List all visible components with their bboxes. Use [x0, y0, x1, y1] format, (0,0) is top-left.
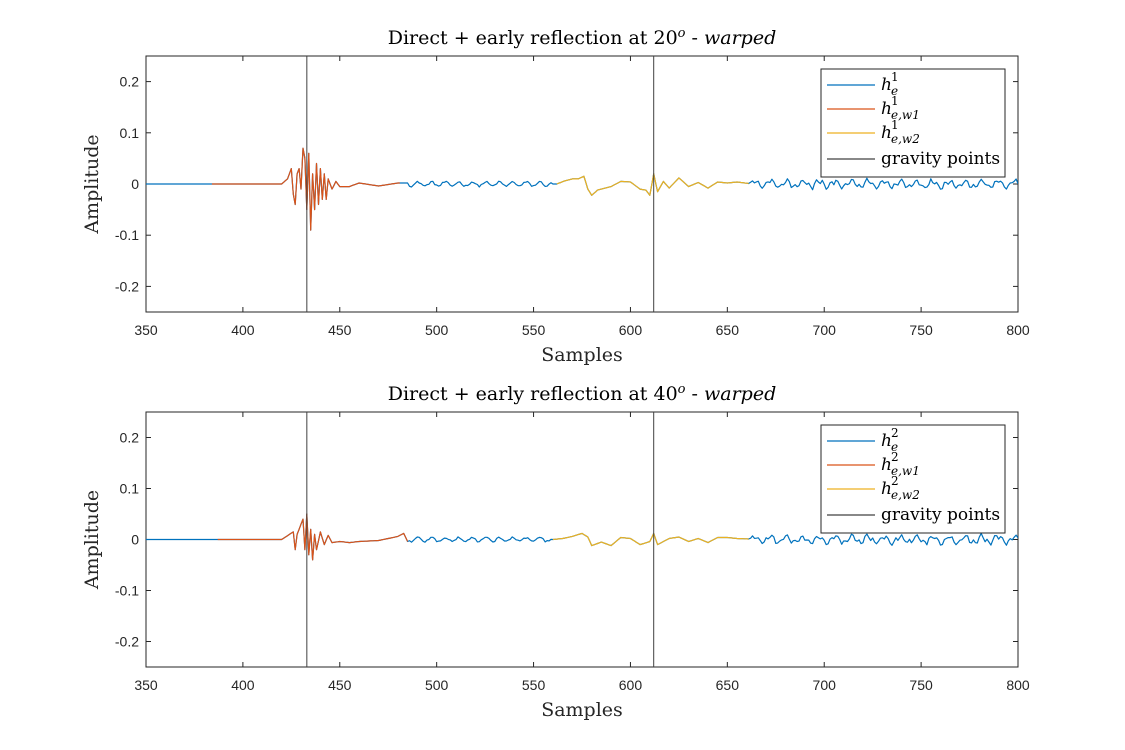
- y-tick-label: -0.2: [115, 278, 139, 294]
- x-tick-label: 500: [425, 677, 449, 693]
- legend-label-4: gravity points: [881, 505, 1000, 525]
- y-axis-label: Amplitude: [81, 490, 103, 590]
- x-tick-label: 800: [1006, 677, 1030, 693]
- y-axis-label: Amplitude: [81, 134, 103, 234]
- x-tick-label: 550: [522, 677, 546, 693]
- legend-label-sup-3: 2: [891, 474, 899, 488]
- x-tick-label: 350: [134, 677, 158, 693]
- x-tick-label: 650: [716, 677, 740, 693]
- legend-label-sup-3: 1: [891, 118, 899, 132]
- legend-label-sup-2: 1: [891, 94, 899, 108]
- legend-label-sub-1: e: [891, 440, 898, 454]
- legend-label-3: h: [881, 123, 892, 143]
- y-tick-label: 0.2: [120, 74, 140, 90]
- x-tick-label: 500: [425, 322, 449, 338]
- plot-area: [146, 56, 1018, 312]
- x-tick-label: 450: [328, 677, 352, 693]
- series-line-3: [552, 532, 749, 547]
- x-tick-label: 650: [716, 322, 740, 338]
- y-tick-label: -0.1: [115, 583, 139, 599]
- plot-area: [146, 412, 1018, 667]
- y-tick-label: 0.2: [120, 430, 140, 446]
- legend-label-2: h: [881, 99, 892, 119]
- x-axis-label: Samples: [541, 699, 623, 721]
- legend-label-sub-3: e,w2: [891, 132, 920, 146]
- legend-label-2: h: [881, 455, 892, 475]
- series-line-3: [556, 173, 749, 196]
- y-tick-label: -0.1: [115, 227, 139, 243]
- x-tick-label: 700: [813, 322, 837, 338]
- legend-label-sub-2: e,w1: [891, 108, 920, 122]
- legend-label-sup-1: 1: [891, 70, 899, 84]
- x-tick-label: 450: [328, 322, 352, 338]
- x-tick-label: 350: [134, 322, 158, 338]
- y-tick-label: 0: [131, 532, 139, 548]
- legend-label-4: gravity points: [881, 149, 1000, 169]
- legend-label-sup-2: 2: [891, 450, 899, 464]
- legend-label-1: h: [881, 431, 892, 451]
- x-tick-label: 600: [619, 322, 643, 338]
- y-tick-label: 0.1: [120, 125, 140, 141]
- legend-label-sup-1: 2: [891, 426, 899, 440]
- y-tick-label: 0.1: [120, 481, 140, 497]
- x-tick-label: 400: [231, 677, 255, 693]
- legend-label-sub-3: e,w2: [891, 488, 920, 502]
- y-tick-label: 0: [131, 176, 139, 192]
- chart-panel-1: 350 400 450 500 550 600 650 700 750 800 0.2 0.1 0 -0.…: [81, 26, 1030, 366]
- chart-title: Direct + early reflection at 20o - warpe…: [388, 26, 777, 49]
- x-tick-label: 400: [231, 322, 255, 338]
- x-tick-label: 550: [522, 322, 546, 338]
- legend-label-1: h: [881, 75, 892, 95]
- y-tick-label: -0.2: [115, 634, 139, 650]
- series-line-2: [217, 513, 409, 561]
- legend-label-sub-2: e,w1: [891, 464, 920, 478]
- x-tick-label: 750: [909, 322, 933, 338]
- x-axis-label: Samples: [541, 344, 623, 366]
- x-tick-label: 750: [909, 677, 933, 693]
- legend-label-3: h: [881, 479, 892, 499]
- series-line-2: [211, 147, 400, 231]
- x-tick-label: 700: [813, 677, 837, 693]
- legend-label-sub-1: e: [891, 84, 898, 98]
- chart-title: Direct + early reflection at 40o - warpe…: [388, 382, 777, 405]
- x-tick-label: 800: [1006, 322, 1030, 338]
- x-tick-label: 600: [619, 677, 643, 693]
- chart-panel-2: 350 400 450 500 550 600 650 700 750 800 0.2 0.1 0 -0.…: [81, 382, 1030, 721]
